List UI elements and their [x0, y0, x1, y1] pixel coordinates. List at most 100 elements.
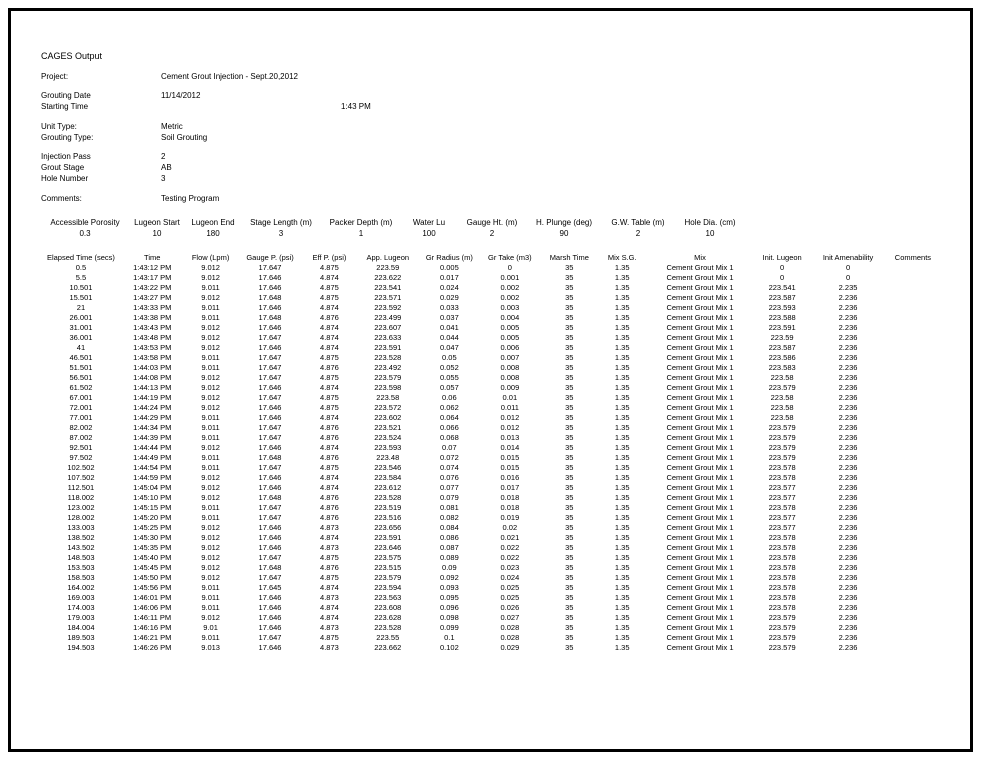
table-cell: 17.648	[238, 293, 303, 303]
table-cell: 35	[540, 353, 598, 363]
table-cell: 9.012	[184, 373, 238, 383]
table-cell: 35	[540, 383, 598, 393]
grouting-date-value: 11/14/2012	[161, 90, 341, 101]
table-cell: 17.646	[238, 533, 303, 543]
table-cell: 0	[754, 263, 810, 273]
table-cell: 2.236	[810, 403, 886, 413]
meta-comments-block: Comments: Testing Program	[41, 193, 940, 204]
table-row: 169.0031:46:01 PM9.01117.6464.873223.563…	[41, 593, 940, 603]
table-cell: Cement Grout Mix 1	[646, 573, 754, 583]
table-cell: 223.607	[356, 323, 419, 333]
table-cell: 223.571	[356, 293, 419, 303]
table-cell: 223.612	[356, 483, 419, 493]
param-header: H. Plunge (deg)	[527, 218, 601, 227]
table-cell: 17.647	[238, 353, 303, 363]
table-cell: 2.236	[810, 363, 886, 373]
table-row: 112.5011:45:04 PM9.01217.6464.874223.612…	[41, 483, 940, 493]
table-cell: 223.578	[754, 603, 810, 613]
table-cell: 2.236	[810, 333, 886, 343]
table-cell: 2.236	[810, 313, 886, 323]
table-cell: 4.873	[302, 623, 356, 633]
table-cell: 2.236	[810, 303, 886, 313]
table-cell: 1:45:50 PM	[121, 573, 184, 583]
table-cell: 223.578	[754, 573, 810, 583]
table-cell	[886, 583, 940, 593]
table-cell: 223.55	[356, 633, 419, 643]
param-header: Gauge Ht. (m)	[457, 218, 527, 227]
table-cell: 223.577	[754, 483, 810, 493]
table-cell	[886, 563, 940, 573]
table-cell: 1.35	[598, 373, 646, 383]
data-table-body: 0.51:43:12 PM9.01217.6474.875223.590.005…	[41, 263, 940, 653]
table-cell: 17.648	[238, 313, 303, 323]
table-cell: 4.876	[302, 503, 356, 513]
table-cell: 223.577	[754, 513, 810, 523]
table-cell: 2.236	[810, 353, 886, 363]
table-cell: 9.012	[184, 523, 238, 533]
table-row: 72.0011:44:24 PM9.01217.6464.875223.5720…	[41, 403, 940, 413]
table-cell: 0.086	[419, 533, 480, 543]
meta-pass-block: Injection Pass 2 Grout Stage AB Hole Num…	[41, 151, 940, 185]
table-cell: 92.501	[41, 443, 121, 453]
table-cell: 0.005	[419, 263, 480, 273]
table-cell: 9.012	[184, 543, 238, 553]
table-cell: 35	[540, 513, 598, 523]
table-cell: 0.023	[480, 563, 541, 573]
table-cell: 9.011	[184, 353, 238, 363]
table-cell: 2.236	[810, 443, 886, 453]
table-cell: 223.516	[356, 513, 419, 523]
table-cell: 0.015	[480, 453, 541, 463]
table-cell: 223.579	[754, 383, 810, 393]
table-cell: 1:46:16 PM	[121, 623, 184, 633]
table-cell: 35	[540, 633, 598, 643]
table-cell: 223.578	[754, 553, 810, 563]
param-value: 90	[527, 229, 601, 238]
table-cell	[886, 453, 940, 463]
table-cell: Cement Grout Mix 1	[646, 373, 754, 383]
table-cell: 223.662	[356, 643, 419, 653]
comments-label: Comments:	[41, 193, 161, 204]
table-cell: 1.35	[598, 633, 646, 643]
table-cell: 0.002	[480, 293, 541, 303]
table-cell: 223.578	[754, 503, 810, 513]
table-cell: 0.008	[480, 373, 541, 383]
table-cell: 1.35	[598, 593, 646, 603]
table-cell: 2.236	[810, 473, 886, 483]
table-cell: Cement Grout Mix 1	[646, 583, 754, 593]
table-cell: 0.07	[419, 443, 480, 453]
column-header: Mix	[646, 252, 754, 263]
table-cell: 35	[540, 443, 598, 453]
table-cell: 1.35	[598, 413, 646, 423]
table-cell: 223.528	[356, 353, 419, 363]
table-cell	[886, 523, 940, 533]
table-cell: 0.099	[419, 623, 480, 633]
table-cell: 0.022	[480, 553, 541, 563]
table-cell: 223.59	[356, 263, 419, 273]
table-cell: 1.35	[598, 443, 646, 453]
table-cell: 0.081	[419, 503, 480, 513]
table-cell: 4.874	[302, 473, 356, 483]
table-cell: 46.501	[41, 353, 121, 363]
table-cell: 223.578	[754, 473, 810, 483]
param-header: Water Lu	[401, 218, 457, 227]
table-cell: 0.021	[480, 533, 541, 543]
table-cell: Cement Grout Mix 1	[646, 343, 754, 353]
table-row: 77.0011:44:29 PM9.01117.6464.874223.6020…	[41, 413, 940, 423]
table-cell: 1.35	[598, 273, 646, 283]
table-cell: Cement Grout Mix 1	[646, 453, 754, 463]
table-cell: 2.236	[810, 583, 886, 593]
injection-pass-label: Injection Pass	[41, 151, 161, 162]
table-cell: 223.593	[356, 443, 419, 453]
table-cell: 17.647	[238, 373, 303, 383]
table-cell: 0.013	[480, 433, 541, 443]
table-cell: 223.584	[356, 473, 419, 483]
table-cell: 17.646	[238, 383, 303, 393]
table-cell: 223.563	[356, 593, 419, 603]
table-cell: 0.074	[419, 463, 480, 473]
table-cell: 1:45:20 PM	[121, 513, 184, 523]
table-cell: 35	[540, 563, 598, 573]
table-cell: 9.012	[184, 333, 238, 343]
table-cell: 17.646	[238, 623, 303, 633]
table-cell	[886, 623, 940, 633]
table-cell: 4.875	[302, 263, 356, 273]
